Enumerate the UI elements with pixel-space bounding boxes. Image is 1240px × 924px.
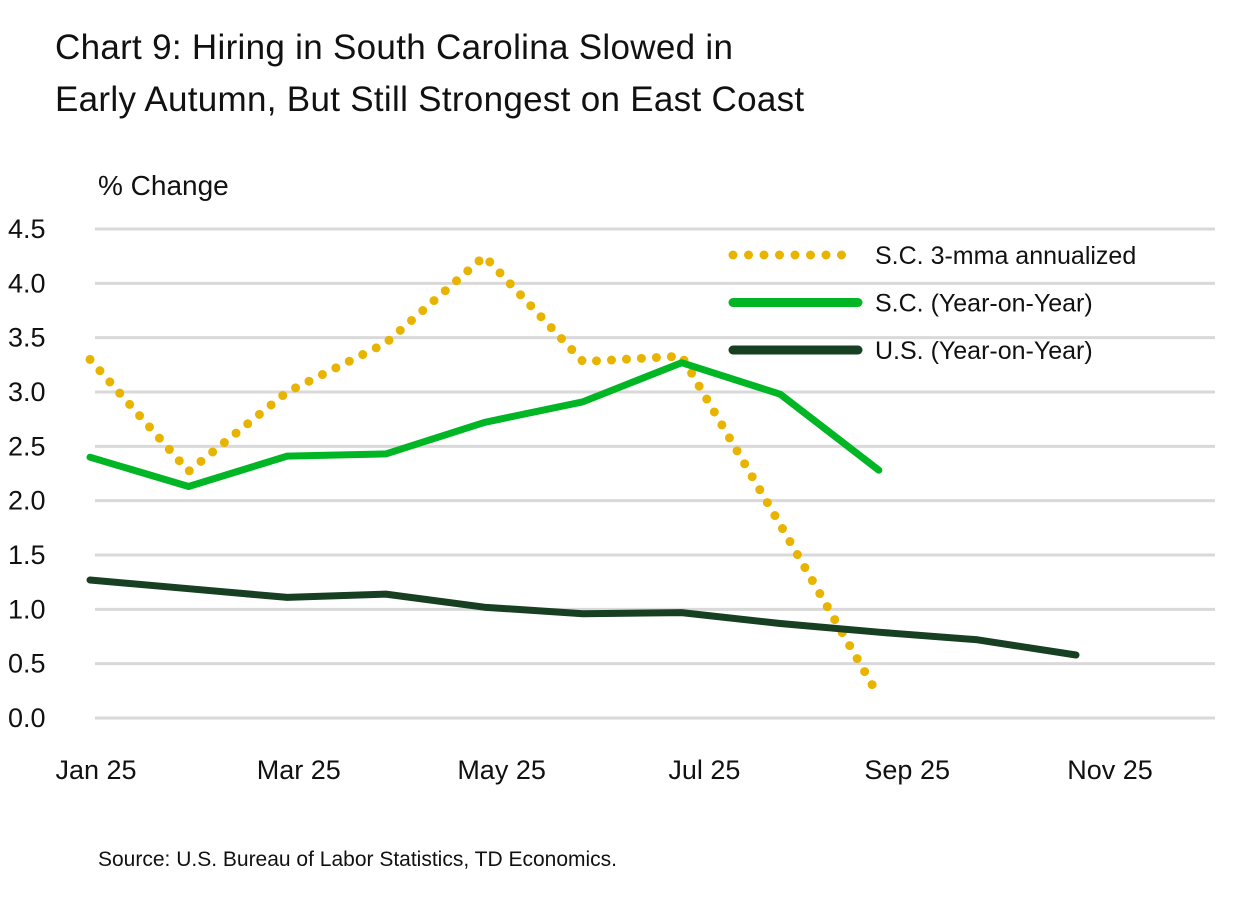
legend-label-3: U.S. (Year-on-Year) <box>875 337 1093 365</box>
x-tick-label: Jan 25 <box>55 755 136 785</box>
legend-label-2: S.C. (Year-on-Year) <box>875 290 1093 318</box>
y-tick-label: 4.0 <box>8 268 46 298</box>
series-line-2 <box>86 359 883 490</box>
y-tick-label: 3.5 <box>8 323 46 353</box>
y-tick-label: 1.0 <box>8 594 46 624</box>
y-tick-label: 2.0 <box>8 486 46 516</box>
chart-title-line-2: Early Autumn, But Still Strongest on Eas… <box>55 80 805 119</box>
chart-title: Chart 9: Hiring in South Carolina Slowed… <box>55 22 804 126</box>
y-tick-label: 0.0 <box>8 703 46 733</box>
x-tick-label: May 25 <box>457 755 546 785</box>
y-tick-label: 0.5 <box>8 649 46 679</box>
y-tick-label: 2.5 <box>8 431 46 461</box>
y-tick-label: 4.5 <box>8 214 46 244</box>
x-tick-label: Mar 25 <box>257 755 341 785</box>
legend-label-1: S.C. 3-mma annualized <box>875 242 1136 270</box>
y-axis-label: % Change <box>98 170 229 201</box>
x-tick-label: Jul 25 <box>668 755 740 785</box>
source-note: Source: U.S. Bureau of Labor Statistics,… <box>98 848 618 871</box>
series-line-3 <box>86 576 1080 659</box>
y-tick-label: 3.0 <box>8 377 46 407</box>
series-line-1 <box>85 251 884 701</box>
x-tick-label: Sep 25 <box>864 755 950 785</box>
chart-title-line-1: Chart 9: Hiring in South Carolina Slowed… <box>55 28 734 67</box>
x-tick-label: Nov 25 <box>1067 755 1153 785</box>
y-tick-label: 1.5 <box>8 540 46 570</box>
